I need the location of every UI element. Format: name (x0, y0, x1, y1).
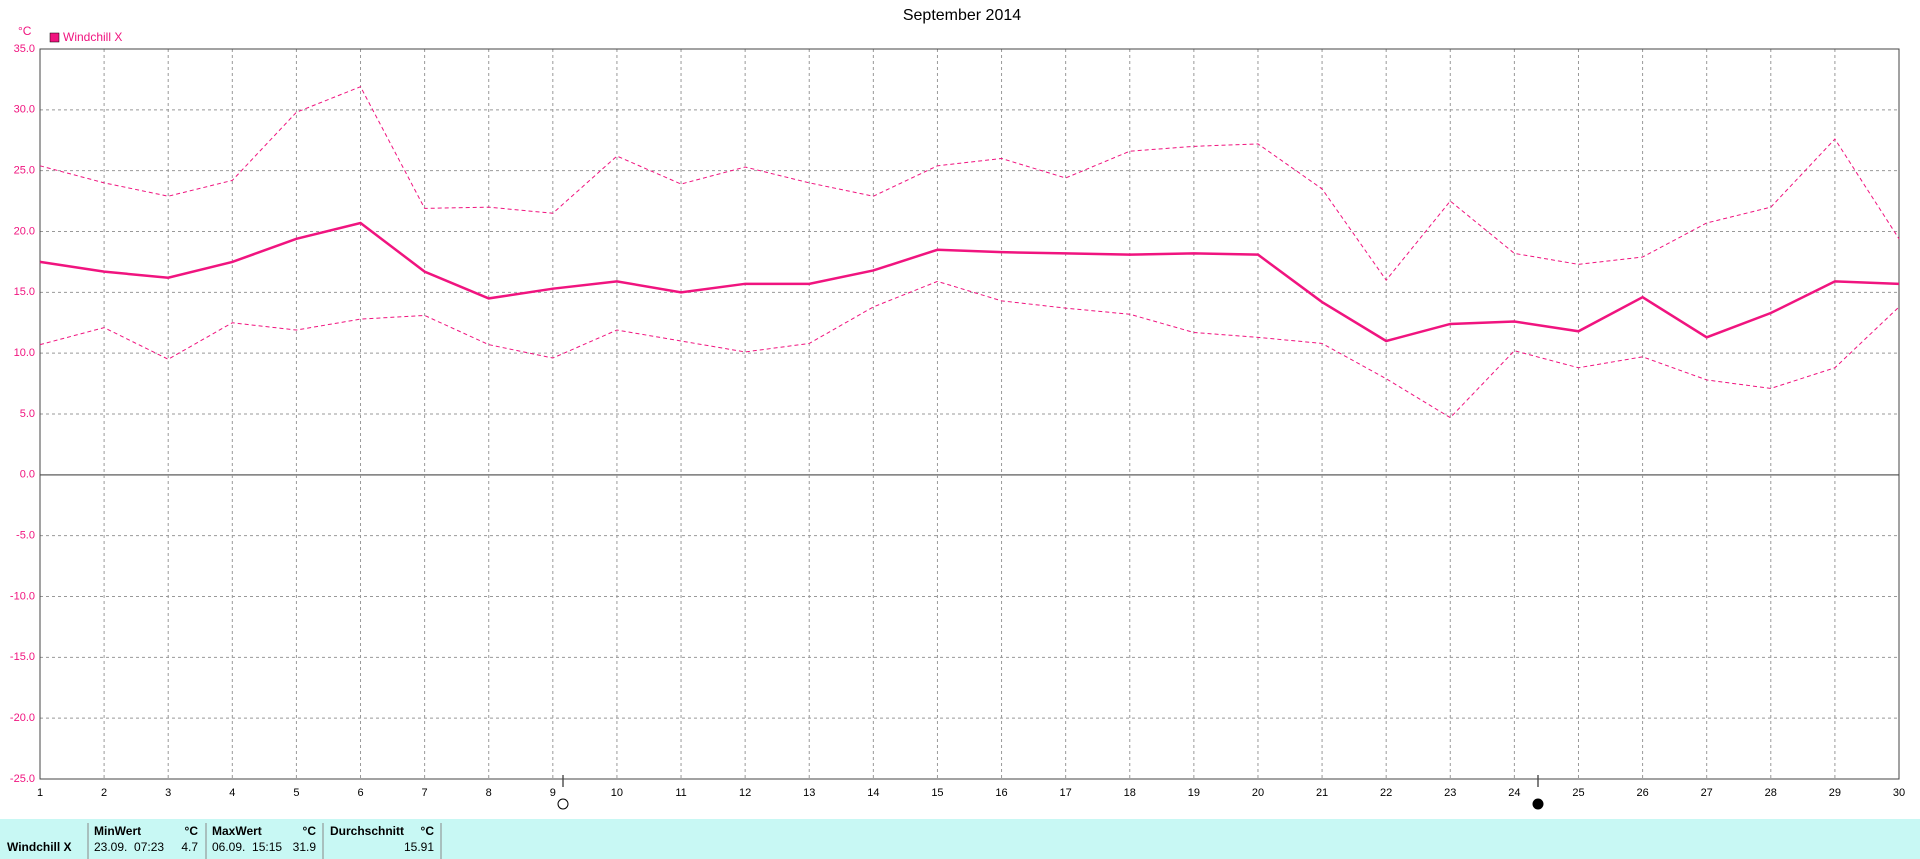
y-tick-label: -15.0 (10, 651, 35, 663)
x-tick-label: 14 (867, 787, 879, 799)
legend-swatch (49, 32, 60, 43)
x-tick-label: 22 (1380, 787, 1392, 799)
table-row-label: Windchill X (7, 840, 72, 854)
x-tick-label: 3 (165, 787, 171, 799)
table-header: Durchschnitt (330, 824, 404, 838)
x-tick-label: 9 (550, 787, 556, 799)
moon-phases (557, 775, 1544, 810)
x-tick-label: 15 (931, 787, 943, 799)
x-tick-label: 24 (1508, 787, 1520, 799)
x-tick-label: 13 (803, 787, 815, 799)
y-tick-label: 25.0 (14, 165, 35, 177)
x-tick-label: 20 (1252, 787, 1264, 799)
x-tick-label: 18 (1124, 787, 1136, 799)
y-tick-label: 35.0 (14, 43, 35, 55)
y-unit: °C (18, 24, 32, 38)
x-tick-label: 11 (675, 787, 686, 799)
stats-table: Windchill X MinWert °C 23.09. 07:23 4.7 … (0, 819, 1920, 859)
y-tick-label: -20.0 (10, 712, 35, 724)
y-tick-label: 0.0 (20, 469, 35, 481)
chart-title: September 2014 (903, 7, 1021, 24)
table-header: MaxWert (212, 824, 262, 838)
x-tick-label: 17 (1060, 787, 1072, 799)
x-tick-label: 19 (1188, 787, 1200, 799)
x-tick-label: 8 (486, 787, 492, 799)
table-unit: °C (421, 824, 435, 838)
series-line (39, 221, 1900, 343)
x-tick-label: 6 (357, 787, 363, 799)
x-tick-label: 27 (1701, 787, 1713, 799)
x-tick-label: 1 (37, 787, 43, 799)
x-tick-label: 26 (1636, 787, 1648, 799)
y-tick-label: 15.0 (14, 286, 35, 298)
full-moon (1532, 798, 1544, 810)
x-tick-label: 12 (739, 787, 751, 799)
y-tick-label: 30.0 (14, 104, 35, 116)
table-cell: 31.9 (293, 840, 317, 854)
new-moon (557, 798, 569, 810)
table-cell: 23.09. 07:23 (94, 840, 164, 854)
table-unit: °C (185, 824, 199, 838)
x-tick-label: 28 (1765, 787, 1777, 799)
legend-label: Windchill X (63, 30, 122, 44)
y-tick-label: -5.0 (16, 530, 35, 542)
x-tick-label: 4 (229, 787, 235, 799)
x-tick-label: 7 (422, 787, 428, 799)
table-cell: 06.09. 15:15 (212, 840, 282, 854)
table-unit: °C (303, 824, 317, 838)
table-background (0, 819, 1920, 859)
y-tick-label: 10.0 (14, 347, 35, 359)
table-header: MinWert (94, 824, 141, 838)
table-cell: 4.7 (181, 840, 198, 854)
x-tick-label: 21 (1316, 787, 1328, 799)
x-tick-label: 23 (1444, 787, 1456, 799)
series-line (39, 86, 1900, 281)
table-cell: 15.91 (404, 840, 434, 854)
x-tick-label: 2 (101, 787, 107, 799)
plot-frame (39, 48, 1900, 780)
x-tick-label: 29 (1829, 787, 1841, 799)
x-tick-label: 25 (1572, 787, 1584, 799)
y-tick-label: -25.0 (10, 773, 35, 785)
y-tick-label: 20.0 (14, 225, 35, 237)
x-tick-label: 10 (611, 787, 623, 799)
x-tick-label: 30 (1893, 787, 1905, 799)
x-tick-label: 5 (293, 787, 299, 799)
x-tick-label: 16 (995, 787, 1007, 799)
y-tick-label: 5.0 (20, 408, 35, 420)
series-line (39, 280, 1900, 419)
y-tick-label: -10.0 (10, 590, 35, 602)
